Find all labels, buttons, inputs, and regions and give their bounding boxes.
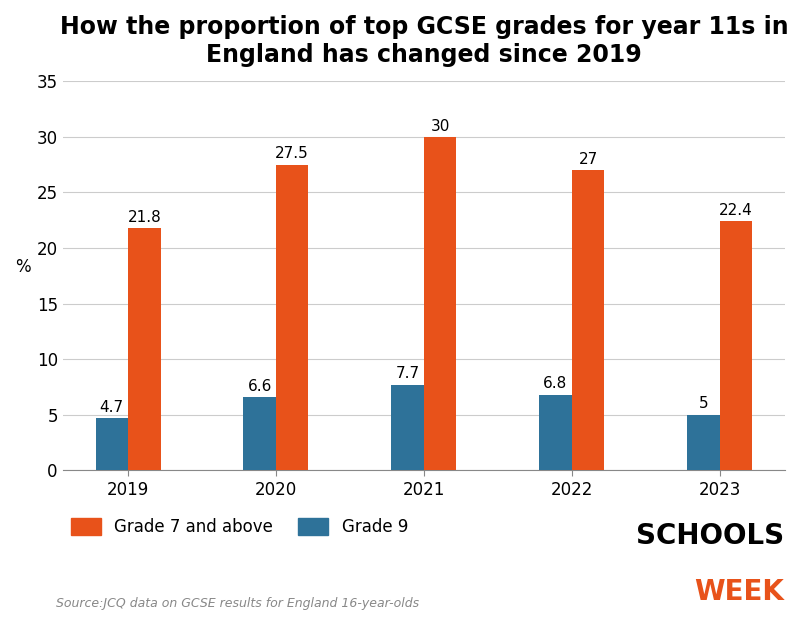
Text: 7.7: 7.7	[395, 366, 420, 381]
Bar	[95, 418, 128, 470]
Bar	[572, 170, 604, 470]
Bar	[391, 385, 424, 470]
Legend: Grade 7 and above, Grade 9: Grade 7 and above, Grade 9	[71, 518, 408, 536]
Bar	[276, 165, 309, 470]
Title: How the proportion of top GCSE grades for year 11s in
England has changed since : How the proportion of top GCSE grades fo…	[59, 15, 788, 67]
Text: 21.8: 21.8	[127, 210, 161, 225]
Text: 27: 27	[578, 152, 598, 167]
Bar	[539, 395, 572, 470]
Text: SCHOOLS: SCHOOLS	[636, 522, 784, 550]
Text: Source:JCQ data on GCSE results for England 16-year-olds: Source:JCQ data on GCSE results for Engl…	[56, 596, 419, 610]
Text: 6.8: 6.8	[543, 376, 567, 391]
Bar	[687, 415, 720, 470]
Bar	[128, 228, 161, 470]
Text: 4.7: 4.7	[100, 400, 124, 415]
Text: 6.6: 6.6	[247, 379, 272, 394]
Text: 27.5: 27.5	[275, 146, 309, 161]
Y-axis label: %: %	[15, 258, 30, 276]
Bar	[424, 137, 456, 470]
Text: 30: 30	[430, 119, 450, 134]
Text: WEEK: WEEK	[694, 578, 784, 606]
Text: 5: 5	[698, 396, 708, 412]
Bar	[243, 397, 276, 470]
Bar	[720, 221, 752, 470]
Text: 22.4: 22.4	[719, 203, 753, 218]
